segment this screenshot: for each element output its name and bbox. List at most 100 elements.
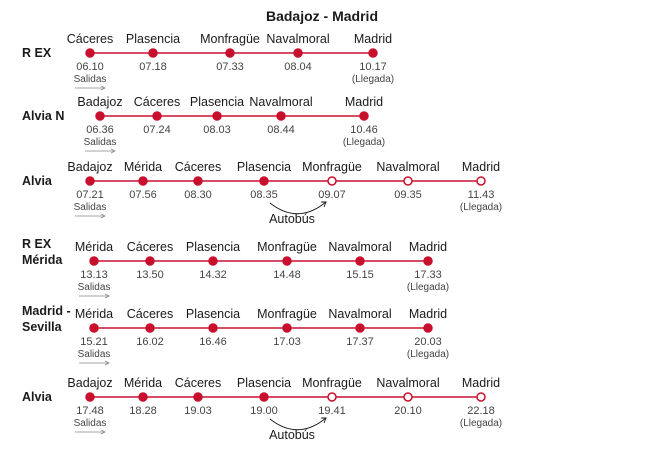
station-label: Madrid: [409, 307, 447, 321]
time-label: 15.21: [80, 336, 108, 348]
bus-connector-arc: [269, 417, 327, 431]
time-label: 11.43: [468, 189, 495, 201]
llegada-label: (Llegada): [407, 349, 449, 360]
time-label: 16.02: [136, 336, 164, 348]
time-label: 08.03: [203, 124, 231, 136]
station-label: Navalmoral: [328, 240, 391, 254]
station-label: Badajoz: [67, 160, 112, 174]
time-label: 06.10: [76, 61, 104, 73]
train-rows: R EX Cáceres 06.10 Plasencia 07.18 Monfragüe 0…: [22, 32, 502, 442]
station-label: Cáceres: [127, 307, 174, 321]
station-label: Cáceres: [127, 240, 174, 254]
station-label: Badajoz: [77, 95, 122, 109]
station-label: Navalmoral: [249, 95, 312, 109]
station-label: Cáceres: [67, 32, 114, 46]
salidas-arrow-head: [100, 429, 106, 435]
train-name: Madrid -: [22, 304, 71, 318]
train-name: Sevilla: [22, 320, 63, 334]
time-label: 19.00: [250, 405, 278, 417]
stop-marker: [259, 392, 269, 402]
station-label: Madrid: [462, 376, 500, 390]
station-label: Plasencia: [237, 376, 291, 390]
station-label: Madrid: [409, 240, 447, 254]
time-label: 07.21: [76, 189, 104, 201]
station-label: Madrid: [462, 160, 500, 174]
time-label: 08.35: [250, 189, 278, 201]
stop-marker: [403, 392, 413, 402]
llegada-label: (Llegada): [407, 282, 449, 293]
time-label: 22.18: [467, 405, 495, 417]
llegada-label: (Llegada): [343, 137, 385, 148]
train-name: Mérida: [22, 253, 63, 267]
stop-marker: [152, 111, 162, 121]
time-label: 17.37: [346, 336, 374, 348]
stop-marker: [212, 111, 222, 121]
time-label: 18.28: [129, 405, 157, 417]
station-label: Mérida: [75, 307, 113, 321]
train-row: Alvia N Badajoz 06.36 Cáceres 07.24 Plasencia…: [22, 95, 385, 154]
time-label: 17.03: [273, 336, 301, 348]
stop-marker: [259, 176, 269, 186]
salidas-label: Salidas: [74, 202, 107, 213]
station-label: Mérida: [124, 376, 162, 390]
time-label: 07.33: [216, 61, 244, 73]
time-label: 07.56: [129, 189, 157, 201]
train-name: R EX: [22, 46, 52, 60]
stop-marker: [293, 48, 303, 58]
stop-marker: [145, 323, 155, 333]
salidas-label: Salidas: [74, 74, 107, 85]
salidas-label: Salidas: [78, 349, 111, 360]
station-label: Mérida: [124, 160, 162, 174]
stop-marker: [193, 392, 203, 402]
llegada-label: (Llegada): [460, 202, 502, 213]
time-label: 09.07: [318, 189, 346, 201]
station-label: Navalmoral: [376, 160, 439, 174]
stop-marker: [138, 392, 148, 402]
salidas-label: Salidas: [74, 418, 107, 429]
train-row: Alvia Badajoz 07.21 Mérida 07.56 Cáceres 08.30…: [22, 160, 502, 226]
stop-marker: [89, 256, 99, 266]
train-name: Alvia: [22, 390, 53, 404]
station-label: Navalmoral: [376, 376, 439, 390]
stop-marker: [276, 111, 286, 121]
time-label: 08.44: [267, 124, 295, 136]
llegada-label: (Llegada): [352, 74, 394, 85]
llegada-label: (Llegada): [460, 418, 502, 429]
train-row: Alvia Badajoz 17.48 Mérida 18.28 Cáceres 19.03…: [22, 376, 502, 442]
salidas-arrow-head: [100, 213, 106, 219]
station-label: Mérida: [75, 240, 113, 254]
station-label: Badajoz: [67, 376, 112, 390]
station-label: Monfragüe: [257, 240, 317, 254]
time-label: 17.48: [76, 405, 104, 417]
station-label: Monfragüe: [302, 376, 362, 390]
stop-marker: [208, 323, 218, 333]
station-label: Monfragüe: [200, 32, 260, 46]
diagram-title: Badajoz - Madrid: [266, 8, 378, 24]
station-label: Cáceres: [175, 160, 222, 174]
train-row: R EX Mérida Mérida 13.13 Cáceres 13.50 Plasenc…: [22, 237, 449, 299]
time-label: 08.30: [184, 189, 212, 201]
stop-marker: [95, 111, 105, 121]
time-label: 19.41: [318, 405, 346, 417]
bus-connector-arrowhead: [321, 417, 327, 424]
stop-marker: [225, 48, 235, 58]
bus-label: Autobús: [269, 428, 315, 442]
salidas-arrow-head: [100, 85, 106, 91]
station-label: Plasencia: [186, 240, 240, 254]
station-label: Plasencia: [237, 160, 291, 174]
time-label: 13.13: [80, 269, 108, 281]
stop-marker: [138, 176, 148, 186]
stop-marker: [355, 256, 365, 266]
time-label: 07.24: [143, 124, 171, 136]
train-name: R EX: [22, 237, 52, 251]
stop-marker: [423, 256, 433, 266]
time-label: 10.46: [350, 124, 378, 136]
stop-marker: [423, 323, 433, 333]
stop-marker: [476, 392, 486, 402]
stop-marker: [208, 256, 218, 266]
stop-marker: [193, 176, 203, 186]
stop-marker: [359, 111, 369, 121]
bus-connector-arrowhead: [321, 201, 327, 208]
station-label: Monfragüe: [302, 160, 362, 174]
train-name: Alvia N: [22, 109, 64, 123]
